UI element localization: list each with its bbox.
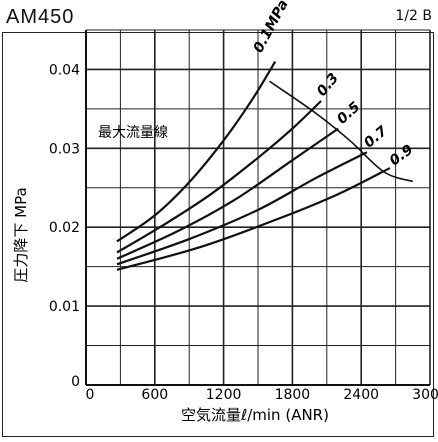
y-tick-label: 0.02: [49, 220, 80, 236]
x-tick-label: 2400: [343, 387, 379, 403]
series-line-0.1MPa: [116, 60, 277, 243]
series-label: 0.9: [387, 142, 417, 170]
max-flow-line-label: 最大流量線: [98, 125, 168, 141]
max-flow-line-group: 最大流量線: [98, 80, 414, 183]
max-flow-line: [269, 80, 414, 183]
series-label: 0.3: [314, 70, 342, 99]
series-label: 0.1MPa: [251, 0, 292, 55]
y-tick-label: 0.01: [49, 299, 80, 315]
series-line-0.9: [116, 167, 391, 271]
series-label: 0.5: [334, 99, 363, 128]
x-tick-label: 1200: [206, 387, 242, 403]
chart-grid: [85, 29, 431, 386]
y-tick-label: 0: [71, 374, 80, 390]
series-label: 0.7: [361, 123, 390, 151]
series-line-0.3: [116, 100, 322, 254]
chart-series: [116, 60, 391, 271]
x-tick-label: 600: [141, 387, 168, 403]
x-tick-label: 0: [86, 387, 95, 403]
model-title: AM450: [6, 6, 75, 28]
y-tick-label: 0.03: [49, 141, 80, 157]
x-tick-label: 1800: [275, 387, 311, 403]
y-tick-label: 0.04: [49, 62, 80, 78]
chart-frame: [2, 32, 434, 437]
y-axis-label: 圧力降下 MPa: [12, 187, 30, 282]
port-size-label: 1/2 B: [395, 8, 432, 24]
series-line-0.7: [116, 151, 368, 266]
series-line-0.5: [116, 127, 339, 260]
x-axis-label: 空気流量ℓ/min (ANR): [181, 406, 329, 424]
